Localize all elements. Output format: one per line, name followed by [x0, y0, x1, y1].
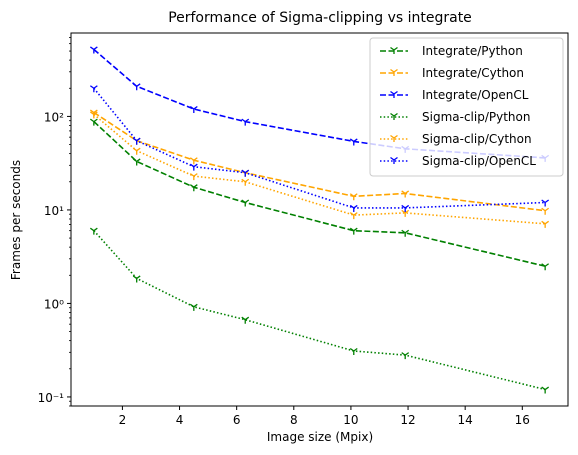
series-sigma-clip-opencl [89, 85, 550, 212]
data-point [401, 209, 410, 217]
data-point [401, 229, 410, 237]
data-point [89, 46, 98, 54]
data-point [241, 169, 250, 177]
data-point [132, 275, 141, 283]
legend-entry: Sigma-clip/Python [380, 110, 530, 124]
data-point [241, 316, 250, 324]
chart-title: Performance of Sigma-clipping vs integra… [168, 10, 472, 26]
x-tick-label: 10 [343, 413, 358, 427]
y-tick-label: 10⁻¹ [38, 391, 65, 405]
data-point [189, 173, 198, 181]
series-sigma-clip-python [89, 227, 550, 394]
legend-entry: Integrate/Python [380, 44, 523, 58]
y-tick-label: 10¹ [44, 204, 64, 218]
legend-label: Integrate/Cython [422, 66, 524, 80]
legend-marker [390, 90, 398, 98]
legend-label: Integrate/Python [422, 44, 523, 58]
series-layer [89, 46, 550, 394]
legend-marker [390, 112, 398, 120]
data-point [132, 83, 141, 91]
legend-marker [390, 134, 398, 142]
x-axis: 2 4 6 8 10 12 14 16 [119, 406, 530, 427]
data-point [401, 190, 410, 198]
data-point [349, 227, 358, 235]
legend-label: Integrate/OpenCL [422, 88, 529, 102]
legend-marker [390, 68, 398, 76]
data-point [349, 138, 358, 146]
series-line [93, 230, 546, 391]
data-point [132, 158, 141, 166]
data-point [189, 105, 198, 114]
legend-entry: Integrate/OpenCL [380, 88, 529, 102]
data-point [241, 118, 250, 126]
data-point [541, 207, 550, 215]
series-sigma-clip-cython [89, 111, 550, 228]
x-tick-label: 8 [290, 413, 298, 427]
data-point [189, 157, 198, 165]
x-tick-label: 2 [119, 413, 127, 427]
data-point [89, 118, 98, 126]
legend-entry: Sigma-clip/Cython [380, 132, 532, 146]
data-point [89, 111, 98, 119]
legend-label: Sigma-clip/Python [422, 110, 530, 124]
data-point [189, 163, 198, 171]
plot-frame [70, 32, 569, 407]
data-point [401, 352, 410, 360]
x-axis-label: Image size (Mpix) [267, 430, 373, 444]
data-point [349, 193, 358, 201]
data-point [541, 199, 550, 207]
data-point [189, 184, 198, 192]
data-point [541, 220, 550, 228]
legend-entry: Integrate/Cython [380, 66, 524, 80]
y-tick-label: 10⁰ [44, 297, 64, 311]
legend-marker [390, 46, 398, 54]
data-point [189, 303, 198, 311]
data-point [541, 386, 550, 394]
legend-entry: Sigma-clip/OpenCL [380, 154, 536, 168]
y-axis-label: Frames per seconds [9, 160, 23, 280]
legend: Integrate/Python Integrate/Cython Integrat… [369, 37, 564, 177]
data-point [349, 347, 358, 355]
legend-marker [390, 156, 398, 164]
x-tick-label: 6 [233, 413, 241, 427]
y-axis: 10⁻¹ 10⁰ 10¹ 10² [38, 36, 71, 407]
y-tick-label: 10² [44, 110, 64, 124]
data-point [89, 85, 98, 93]
data-point [349, 204, 358, 212]
x-tick-label: 4 [176, 413, 184, 427]
data-point [132, 137, 141, 145]
legend-label: Sigma-clip/OpenCL [422, 154, 536, 168]
data-point [401, 204, 410, 212]
x-tick-label: 12 [400, 413, 415, 427]
data-point [541, 263, 550, 271]
data-point [132, 147, 141, 155]
data-point [349, 212, 358, 220]
series-integrate-python [89, 118, 550, 271]
legend-box [369, 37, 564, 177]
data-point [89, 227, 98, 235]
x-tick-label: 14 [458, 413, 473, 427]
legend-label: Sigma-clip/Cython [422, 132, 532, 146]
x-tick-label: 16 [515, 413, 530, 427]
data-point [241, 199, 250, 207]
data-point [241, 178, 250, 186]
